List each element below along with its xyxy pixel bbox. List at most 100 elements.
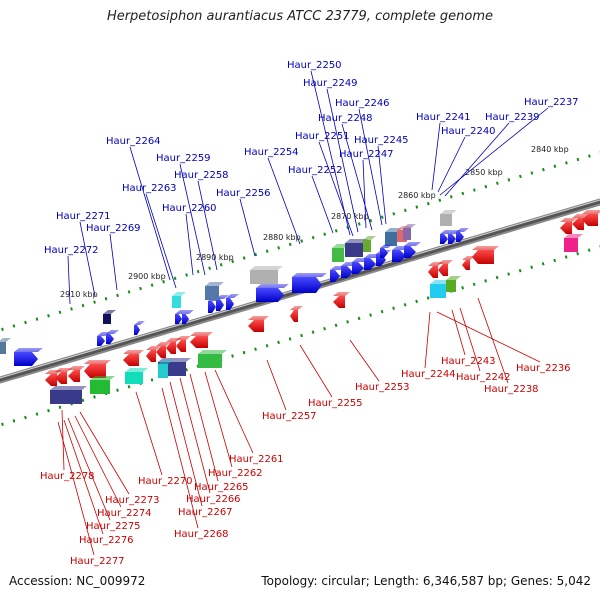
reverse-gene[interactable] <box>438 260 453 276</box>
forward-gene-leader-line <box>444 122 510 197</box>
reverse-gene-leader-line <box>451 309 466 356</box>
forward-gene[interactable] <box>14 348 43 366</box>
forward-gene[interactable] <box>440 210 457 226</box>
forward-gene-leader-line <box>377 145 387 225</box>
forward-gene-label[interactable]: Haur_2249 <box>303 78 358 89</box>
kbp-tick-label: 2900 kbp <box>128 272 166 281</box>
reverse-gene-leader-line <box>299 344 333 398</box>
forward-gene-label[interactable]: Haur_2246 <box>335 98 390 109</box>
forward-gene-label[interactable]: Haur_2272 <box>44 245 99 256</box>
forward-gene-label[interactable]: Haur_2250 <box>287 60 342 71</box>
forward-gene-leader-line <box>67 255 71 305</box>
reverse-gene-label[interactable]: Haur_2278 <box>40 471 95 482</box>
forward-gene-label[interactable]: Haur_2259 <box>156 153 211 164</box>
forward-gene-label[interactable]: Haur_2247 <box>339 149 394 160</box>
forward-gene[interactable] <box>250 266 283 284</box>
forward-gene-label[interactable]: Haur_2241 <box>416 112 471 123</box>
reverse-gene[interactable] <box>472 246 499 264</box>
forward-gene[interactable] <box>380 244 393 258</box>
forward-gene-label[interactable]: Haur_2245 <box>354 135 409 146</box>
reverse-gene[interactable] <box>560 218 577 234</box>
reverse-gene[interactable] <box>158 360 173 378</box>
reverse-gene-label[interactable]: Haur_2273 <box>105 495 160 506</box>
forward-gene[interactable] <box>134 321 145 335</box>
forward-gene[interactable] <box>256 284 289 302</box>
reverse-gene-label[interactable]: Haur_2242 <box>456 372 511 383</box>
reverse-gene-label[interactable]: Haur_2276 <box>79 535 134 546</box>
forward-gene[interactable] <box>363 236 376 252</box>
reverse-gene-label[interactable]: Haur_2267 <box>178 507 233 518</box>
reverse-gene[interactable] <box>428 262 443 278</box>
reverse-gene[interactable] <box>123 350 144 366</box>
forward-gene-label[interactable]: Haur_2258 <box>174 170 229 181</box>
reverse-gene[interactable] <box>248 316 269 332</box>
reverse-gene[interactable] <box>198 350 227 368</box>
reverse-gene[interactable] <box>564 234 583 252</box>
forward-gene[interactable] <box>205 282 224 300</box>
reverse-gene-label[interactable]: Haur_2238 <box>484 384 539 395</box>
forward-gene-label[interactable]: Haur_2237 <box>524 97 579 108</box>
reverse-gene[interactable] <box>430 280 451 298</box>
forward-gene[interactable] <box>182 310 194 324</box>
forward-gene[interactable] <box>0 338 11 354</box>
forward-gene-leader-line <box>129 146 171 281</box>
forward-gene-label[interactable]: Haur_2254 <box>244 147 299 158</box>
reverse-gene[interactable] <box>156 342 171 358</box>
reverse-gene-label[interactable]: Haur_2277 <box>70 556 125 567</box>
forward-gene[interactable] <box>103 310 116 324</box>
forward-gene[interactable] <box>404 242 421 258</box>
reverse-gene-label[interactable]: Haur_2244 <box>401 369 456 380</box>
reverse-gene[interactable] <box>146 346 161 362</box>
reverse-gene-label[interactable]: Haur_2266 <box>186 494 241 505</box>
reverse-gene[interactable] <box>176 336 191 352</box>
reverse-gene-label[interactable]: Haur_2261 <box>229 454 284 465</box>
reverse-gene-label[interactable]: Haur_2236 <box>516 363 571 374</box>
reverse-gene[interactable] <box>333 292 350 308</box>
reverse-gene[interactable] <box>55 368 72 384</box>
reverse-gene[interactable] <box>446 276 461 292</box>
forward-gene[interactable] <box>216 295 229 311</box>
forward-gene[interactable] <box>332 244 349 262</box>
forward-gene-label[interactable]: Haur_2269 <box>86 223 141 234</box>
forward-gene[interactable] <box>292 273 327 293</box>
forward-gene-label[interactable]: Haur_2251 <box>295 131 350 142</box>
forward-gene[interactable] <box>172 292 186 308</box>
forward-gene-label[interactable]: Haur_2256 <box>216 188 271 199</box>
reverse-gene-label[interactable]: Haur_2243 <box>441 356 496 367</box>
reverse-gene-label[interactable]: Haur_2253 <box>355 382 410 393</box>
forward-gene[interactable] <box>106 330 119 344</box>
forward-gene-label[interactable]: Haur_2260 <box>162 203 217 214</box>
forward-gene[interactable] <box>175 310 187 324</box>
reverse-gene[interactable] <box>68 366 85 382</box>
forward-gene-label[interactable]: Haur_2240 <box>441 126 496 137</box>
forward-gene[interactable] <box>403 224 416 240</box>
forward-gene[interactable] <box>345 239 368 257</box>
reverse-gene-label[interactable]: Haur_2275 <box>86 521 141 532</box>
reverse-gene[interactable] <box>125 368 148 384</box>
reverse-gene[interactable] <box>290 306 303 322</box>
reverse-gene-label[interactable]: Haur_2265 <box>194 482 249 493</box>
reverse-gene[interactable] <box>462 256 475 270</box>
forward-gene-label[interactable]: Haur_2252 <box>288 165 343 176</box>
reverse-gene-label[interactable]: Haur_2262 <box>208 468 263 479</box>
forward-gene[interactable] <box>226 294 239 310</box>
forward-gene-label[interactable]: Haur_2248 <box>318 113 373 124</box>
reverse-gene[interactable] <box>50 386 87 404</box>
forward-gene-label[interactable]: Haur_2264 <box>106 136 161 147</box>
reverse-gene-label[interactable]: Haur_2274 <box>97 508 152 519</box>
forward-gene-label[interactable]: Haur_2263 <box>122 183 177 194</box>
reverse-gene[interactable] <box>582 210 600 226</box>
forward-gene-label[interactable]: Haur_2271 <box>56 211 111 222</box>
reverse-gene-label[interactable]: Haur_2270 <box>138 476 193 487</box>
forward-gene[interactable] <box>440 230 453 244</box>
reverse-gene[interactable] <box>90 376 115 394</box>
forward-gene[interactable] <box>97 332 110 346</box>
reverse-gene-label[interactable]: Haur_2257 <box>262 411 317 422</box>
reverse-gene-label[interactable]: Haur_2255 <box>308 398 363 409</box>
reverse-gene-label[interactable]: Haur_2268 <box>174 529 229 540</box>
forward-gene-label[interactable]: Haur_2239 <box>485 112 540 123</box>
reverse-gene[interactable] <box>84 360 111 378</box>
reverse-gene[interactable] <box>572 214 589 230</box>
reverse-gene[interactable] <box>190 332 213 348</box>
forward-gene[interactable] <box>456 228 469 242</box>
